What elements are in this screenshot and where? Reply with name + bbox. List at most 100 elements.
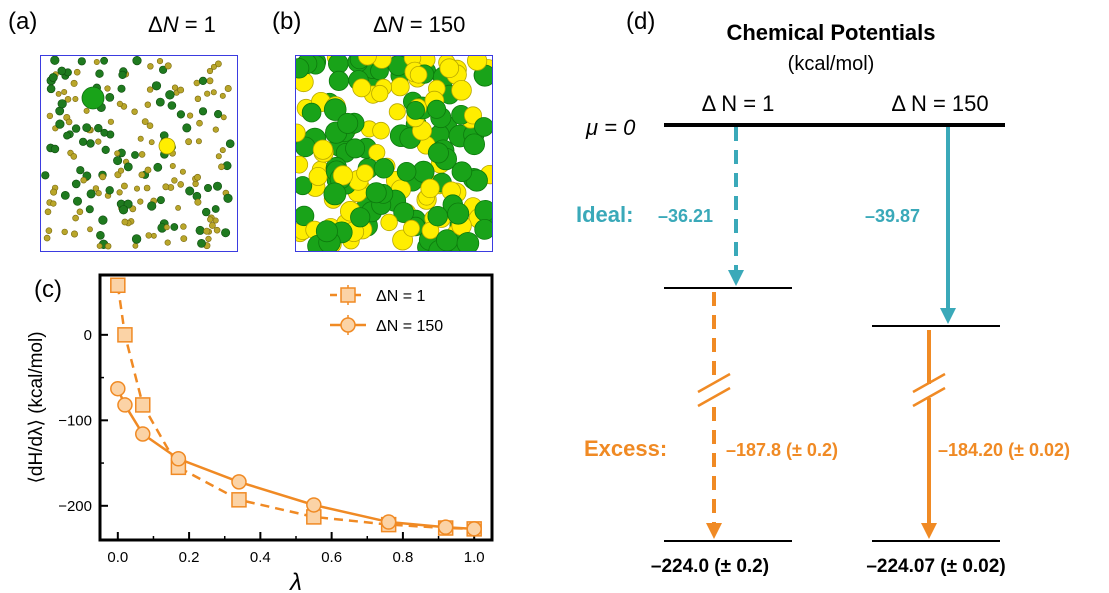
legend-label-0: ΔN = 1 [376, 288, 425, 305]
snapshot-dn150 [295, 55, 493, 252]
solvent-particle-yellow [162, 183, 170, 191]
particle-yellow [451, 79, 472, 101]
solvent-particle-yellow [224, 84, 232, 92]
solvent-particle-yellow [70, 153, 78, 160]
solvent-particle-yellow [213, 226, 221, 234]
particle-yellow [308, 167, 328, 187]
particle-green [296, 205, 315, 227]
solvent-particle-yellow [147, 63, 154, 70]
data-point-circle [135, 426, 151, 442]
solvent-particle-yellow [207, 216, 214, 223]
excess-label: Excess: [584, 436, 667, 461]
solvent-particle-green [50, 144, 60, 154]
solvent-particle-yellow [179, 168, 186, 175]
panel-a-title-suffix: = 1 [178, 12, 216, 37]
solvent-particle-green [165, 90, 175, 100]
solvent-particle-green [213, 181, 223, 191]
solvent-particle-yellow [146, 86, 154, 93]
solvent-particle-green [72, 196, 82, 206]
solvent-particle-green [225, 139, 235, 148]
particle-yellow [388, 103, 406, 121]
snapshot-dn1-particles [41, 56, 235, 250]
excess-value-dn150: –184.20 (± 0.02) [938, 440, 1070, 460]
solvent-particle-green [86, 189, 96, 199]
solvent-particle-yellow [203, 227, 211, 235]
chemical-potentials-diagram: Chemical Potentials (kcal/mol) Δ N = 1 Δ… [576, 20, 1070, 577]
ideal-value-dn1: –36.21 [658, 206, 713, 226]
solvent-particle-green [85, 205, 94, 214]
solvent-particle-yellow [114, 150, 121, 157]
solvent-particle-yellow [193, 79, 201, 87]
solute-particle-yellow [158, 137, 176, 155]
solvent-particle-yellow [151, 232, 157, 239]
solvent-particle-yellow [185, 138, 192, 146]
legend-marker-square [340, 287, 356, 303]
solvent-particle-green [100, 128, 109, 137]
solvent-particle-yellow [214, 60, 222, 68]
solvent-particle-yellow [76, 208, 84, 216]
solvent-particle-green [57, 99, 67, 109]
solvent-particle-green [55, 119, 65, 129]
particle-yellow [390, 77, 410, 97]
solvent-particle-yellow [72, 214, 79, 222]
ideal-value-dn150: –39.87 [865, 206, 920, 226]
solvent-particle-yellow [95, 138, 102, 145]
solvent-particle-yellow [219, 92, 226, 99]
particle-green [427, 99, 447, 119]
solvent-particle-yellow [99, 173, 107, 181]
particle-yellow [296, 123, 306, 143]
solvent-particle-yellow [180, 235, 188, 242]
solvent-particle-yellow [205, 235, 212, 242]
solvent-particle-green [195, 225, 205, 235]
solvent-particle-green [197, 238, 206, 248]
solvent-particle-yellow [175, 204, 181, 211]
solvent-particle-yellow [215, 153, 222, 160]
solvent-particle-yellow [117, 167, 125, 174]
particle-green [474, 200, 492, 222]
cp-subtitle: (kcal/mol) [788, 53, 875, 75]
solvent-particle-yellow [83, 107, 90, 114]
solvent-particle-yellow [171, 177, 178, 184]
solvent-particle-green [182, 123, 192, 133]
panel-c-label: (c) [34, 276, 62, 303]
solvent-particle-yellow [171, 84, 179, 91]
ideal-arrowhead-dn150 [940, 308, 956, 324]
solvent-particle-green [48, 73, 58, 82]
particle-yellow [352, 78, 372, 98]
solvent-particle-yellow [93, 58, 100, 66]
solvent-particle-green [118, 205, 129, 215]
solvent-particle-yellow [55, 91, 62, 97]
particle-yellow [439, 58, 460, 78]
solvent-particle-yellow [92, 185, 100, 192]
particle-green [296, 176, 313, 196]
x-tick-label: 0.2 [179, 549, 200, 566]
solvent-particle-green [211, 205, 220, 213]
solvent-particle-yellow [146, 122, 154, 129]
axis-break-dn150-lower [912, 386, 946, 408]
solvent-particle-green [155, 97, 165, 107]
solvent-particle-yellow [134, 185, 141, 192]
particle-green [373, 158, 395, 179]
legend-marker-circle [340, 317, 356, 333]
solvent-particle-yellow [206, 77, 214, 85]
panel-b-label: (b) [272, 8, 302, 35]
solvent-particle-yellow [116, 100, 123, 108]
solvent-particle-yellow [121, 218, 129, 226]
solvent-particle-yellow [208, 222, 216, 229]
particle-green [456, 232, 480, 251]
particle-green [474, 219, 492, 240]
solvent-particle-yellow [107, 118, 114, 125]
solvent-particle-yellow [141, 118, 149, 125]
particle-green [350, 207, 371, 228]
particle-yellow [403, 219, 421, 237]
solvent-particle-yellow [145, 232, 152, 239]
solvent-particle-yellow [104, 243, 112, 250]
solvent-particle-yellow [70, 79, 78, 87]
solvent-particle-yellow [212, 217, 219, 224]
solvent-particle-yellow [132, 242, 139, 249]
solvent-particle-green [156, 196, 165, 205]
particle-green [406, 101, 425, 120]
solvent-particle-yellow [204, 90, 211, 97]
solvent-particle-yellow [46, 112, 54, 120]
x-tick-label: 0.0 [107, 549, 128, 566]
